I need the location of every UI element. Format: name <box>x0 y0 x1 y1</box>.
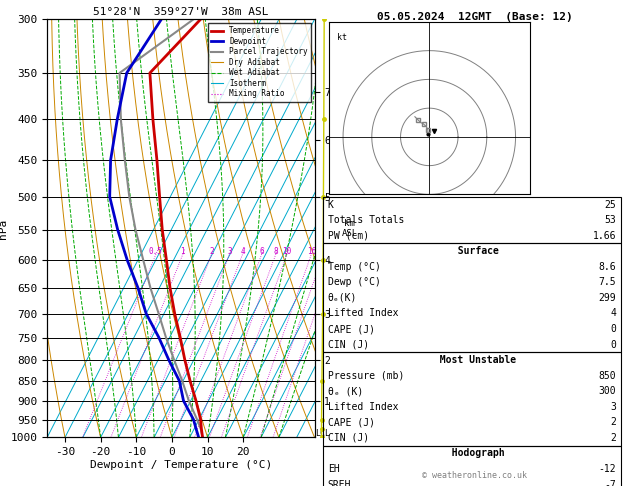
Legend: Temperature, Dewpoint, Parcel Trajectory, Dry Adiabat, Wet Adiabat, Isotherm, Mi: Temperature, Dewpoint, Parcel Trajectory… <box>208 23 311 102</box>
Text: 6: 6 <box>259 247 264 256</box>
Text: CIN (J): CIN (J) <box>328 340 369 349</box>
Text: EH: EH <box>328 464 340 474</box>
Text: -7: -7 <box>604 480 616 486</box>
Text: Totals Totals: Totals Totals <box>328 215 404 225</box>
Text: Most Unstable: Most Unstable <box>428 355 516 365</box>
Text: © weatheronline.co.uk: © weatheronline.co.uk <box>423 471 527 480</box>
Text: 850: 850 <box>599 371 616 381</box>
Text: Lifted Index: Lifted Index <box>328 402 398 412</box>
Text: PW (cm): PW (cm) <box>328 231 369 241</box>
X-axis label: Dewpoint / Temperature (°C): Dewpoint / Temperature (°C) <box>90 460 272 470</box>
Text: 0: 0 <box>611 340 616 349</box>
Text: 53: 53 <box>604 215 616 225</box>
Text: 299: 299 <box>599 293 616 303</box>
Text: 3: 3 <box>611 402 616 412</box>
Text: LCL: LCL <box>316 430 331 438</box>
Text: θₑ (K): θₑ (K) <box>328 386 363 396</box>
Y-axis label: hPa: hPa <box>0 218 8 239</box>
Text: 4: 4 <box>240 247 245 256</box>
Text: 2: 2 <box>209 247 214 256</box>
Text: 3: 3 <box>227 247 231 256</box>
Text: θₑ(K): θₑ(K) <box>328 293 357 303</box>
Text: 300: 300 <box>599 386 616 396</box>
Text: K: K <box>328 200 333 209</box>
Text: Surface: Surface <box>445 246 499 256</box>
Text: 1: 1 <box>181 247 185 256</box>
Text: 16: 16 <box>307 247 316 256</box>
Text: 0: 0 <box>611 324 616 334</box>
Text: CAPE (J): CAPE (J) <box>328 417 375 427</box>
Text: CIN (J): CIN (J) <box>328 433 369 443</box>
Text: Dewp (°C): Dewp (°C) <box>328 278 381 287</box>
Text: 05.05.2024  12GMT  (Base: 12): 05.05.2024 12GMT (Base: 12) <box>377 12 573 22</box>
Title: 51°28'N  359°27'W  38m ASL: 51°28'N 359°27'W 38m ASL <box>93 7 269 17</box>
Text: Hodograph: Hodograph <box>440 449 504 458</box>
Text: 2: 2 <box>611 433 616 443</box>
Text: 2: 2 <box>611 417 616 427</box>
Text: SREH: SREH <box>328 480 351 486</box>
Text: kt: kt <box>337 34 347 42</box>
Text: -12: -12 <box>599 464 616 474</box>
Text: Pressure (mb): Pressure (mb) <box>328 371 404 381</box>
Text: 7.5: 7.5 <box>599 278 616 287</box>
Text: CAPE (J): CAPE (J) <box>328 324 375 334</box>
Text: Temp (°C): Temp (°C) <box>328 262 381 272</box>
Text: 25: 25 <box>604 200 616 209</box>
Y-axis label: km
ASL: km ASL <box>342 219 358 238</box>
Text: 10: 10 <box>282 247 292 256</box>
Text: 1.66: 1.66 <box>593 231 616 241</box>
Text: 0.5: 0.5 <box>149 247 163 256</box>
Text: 8: 8 <box>274 247 278 256</box>
Text: 8.6: 8.6 <box>599 262 616 272</box>
Text: Lifted Index: Lifted Index <box>328 309 398 318</box>
Text: 4: 4 <box>611 309 616 318</box>
